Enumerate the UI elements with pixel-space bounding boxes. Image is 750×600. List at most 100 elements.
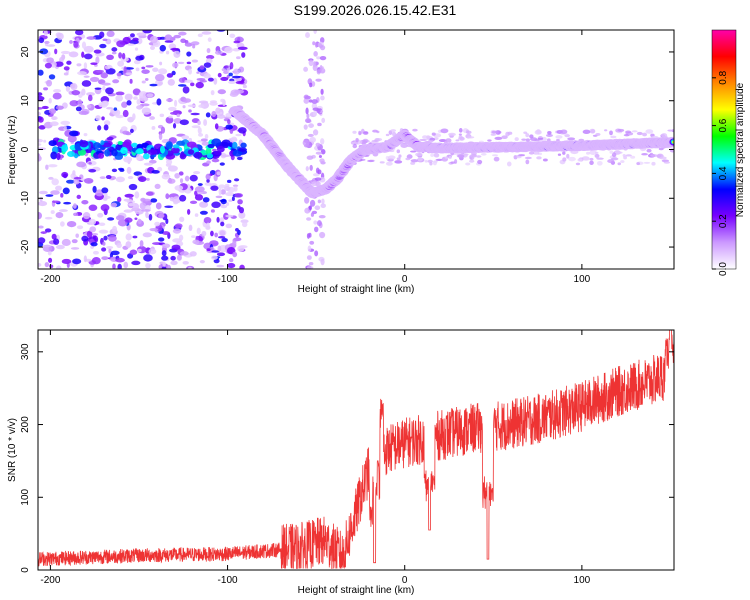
noise-blob (217, 114, 226, 119)
noise-blob (457, 154, 465, 158)
noise-blob (229, 33, 236, 38)
noise-blob (534, 129, 542, 135)
noise-blob (237, 127, 247, 134)
noise-blob (477, 159, 483, 165)
noise-blob (98, 229, 109, 234)
noise-blob (213, 77, 218, 85)
noise-blob (165, 193, 170, 200)
noise-blob (102, 85, 106, 91)
noise-blob (589, 157, 594, 161)
noise-blob (135, 55, 144, 61)
noise-blob (141, 107, 151, 115)
y-tick-label: 10 (20, 95, 31, 107)
noise-blob (225, 124, 233, 130)
noise-blob (314, 41, 319, 48)
noise-blob (123, 66, 127, 74)
noise-blob (189, 251, 197, 257)
noise-blob (44, 62, 52, 69)
colorbar-tick-label: 0.2 (718, 214, 729, 228)
noise-blob (225, 191, 235, 197)
noise-blob (139, 240, 144, 248)
noise-blob (317, 122, 322, 127)
noise-blob (76, 225, 84, 230)
noise-blob (199, 201, 209, 208)
noise-blob (196, 227, 201, 235)
noise-blob (216, 216, 220, 223)
noise-blob (229, 62, 234, 70)
snr-panel: -200 -100 0 100 0 100 200 300 Height of straigh… (7, 329, 675, 596)
noise-blob (63, 66, 70, 71)
noise-blob (141, 209, 151, 212)
noise-blob (607, 159, 615, 164)
noise-blob (46, 44, 56, 47)
snr-series-line (38, 330, 674, 569)
noise-blob (317, 220, 322, 227)
noise-blob (110, 202, 118, 208)
band-blob (207, 143, 215, 149)
noise-blob (133, 59, 141, 65)
noise-blob (121, 101, 128, 108)
noise-blob (63, 125, 67, 132)
noise-blob (145, 65, 154, 68)
noise-blob (179, 216, 185, 223)
noise-blob (237, 46, 248, 51)
noise-blob (161, 173, 171, 180)
noise-blob (216, 264, 225, 268)
noise-blob (560, 129, 568, 135)
noise-blob (202, 197, 210, 203)
noise-blob (43, 87, 49, 91)
noise-blob (312, 61, 317, 68)
noise-blob (220, 98, 225, 103)
noise-blob (47, 164, 58, 168)
noise-blob (145, 211, 149, 219)
noise-blob (220, 76, 229, 81)
band-blob (179, 153, 187, 160)
noise-blob (317, 42, 322, 47)
noise-blob (141, 69, 150, 74)
noise-blob (186, 61, 192, 65)
noise-blob (130, 33, 135, 38)
x-tick-label: 0 (402, 575, 408, 586)
spectrogram-ylabel: Frequency (Hz) (7, 116, 18, 185)
noise-blob (81, 199, 89, 205)
noise-blob (205, 58, 213, 64)
noise-blob (320, 203, 326, 209)
noise-blob (215, 195, 223, 199)
noise-blob (171, 244, 181, 251)
noise-blob (237, 205, 241, 210)
noise-blob (166, 98, 174, 103)
noise-blob (55, 211, 64, 219)
noise-blob (55, 105, 64, 110)
noise-blob (137, 248, 142, 253)
noise-blob (178, 77, 187, 83)
noise-blob (398, 154, 402, 158)
noise-blob (521, 138, 527, 141)
noise-blob (126, 166, 132, 174)
noise-blob (555, 135, 563, 139)
noise-blob (182, 86, 190, 94)
noise-blob (173, 50, 181, 58)
noise-blob (55, 185, 63, 191)
noise-blob (433, 152, 440, 158)
band-blob (131, 142, 138, 148)
noise-blob (69, 40, 73, 44)
noise-blob (105, 174, 112, 180)
noise-blob (118, 52, 123, 59)
noise-blob (320, 138, 325, 145)
noise-blob (75, 30, 84, 36)
noise-blob (45, 194, 54, 197)
noise-blob (170, 260, 178, 266)
noise-blob (184, 79, 194, 83)
noise-blob (103, 124, 109, 131)
noise-blob (38, 111, 42, 116)
noise-blob (141, 80, 146, 84)
noise-blob (367, 159, 375, 163)
noise-blob (81, 41, 87, 49)
noise-blob (625, 154, 632, 157)
noise-blob (217, 104, 227, 107)
noise-blob (164, 205, 174, 209)
noise-blob (152, 67, 159, 73)
spectrogram-xlabel: Height of straight line (km) (298, 284, 415, 295)
